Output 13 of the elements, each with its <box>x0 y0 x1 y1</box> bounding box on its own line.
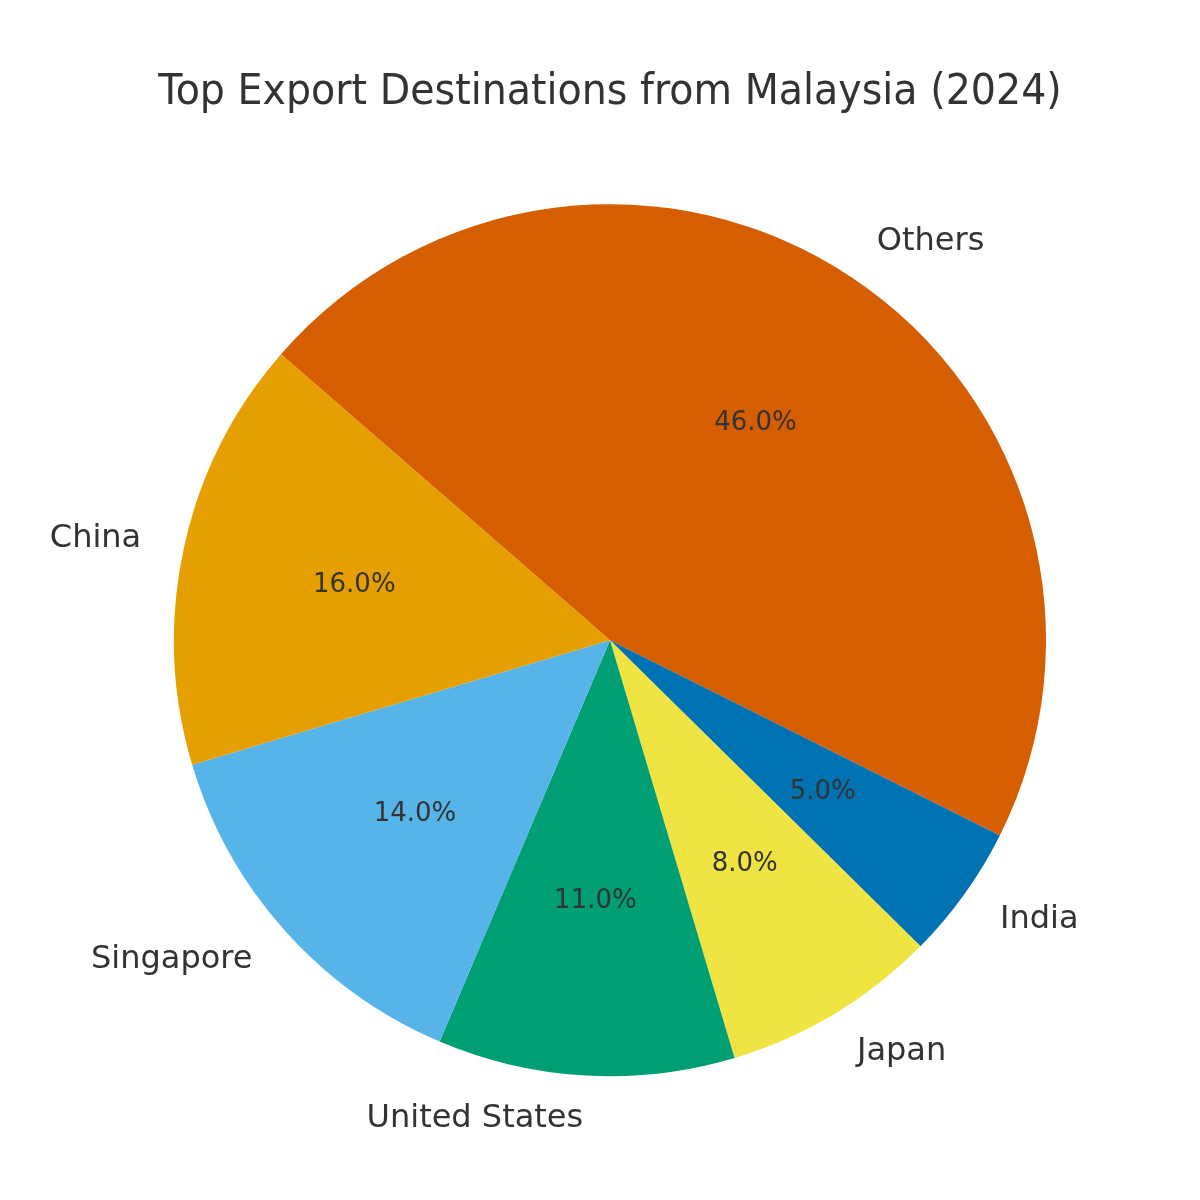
data-label: 46.0% <box>714 405 797 436</box>
slice-label: United States <box>366 1097 584 1136</box>
slice-label: Japan <box>855 1029 947 1068</box>
data-label: 16.0% <box>313 567 396 598</box>
data-label: 8.0% <box>711 847 778 878</box>
slice-label: Singapore <box>91 938 253 977</box>
chart-title: Top Export Destinations from Malaysia (2024) <box>157 65 1062 115</box>
slice-label: China <box>49 517 142 556</box>
data-label: 5.0% <box>789 775 856 806</box>
slice-label: Others <box>876 219 985 258</box>
data-label: 11.0% <box>554 884 637 915</box>
slice-label: India <box>999 897 1079 936</box>
data-label: 14.0% <box>373 797 457 828</box>
